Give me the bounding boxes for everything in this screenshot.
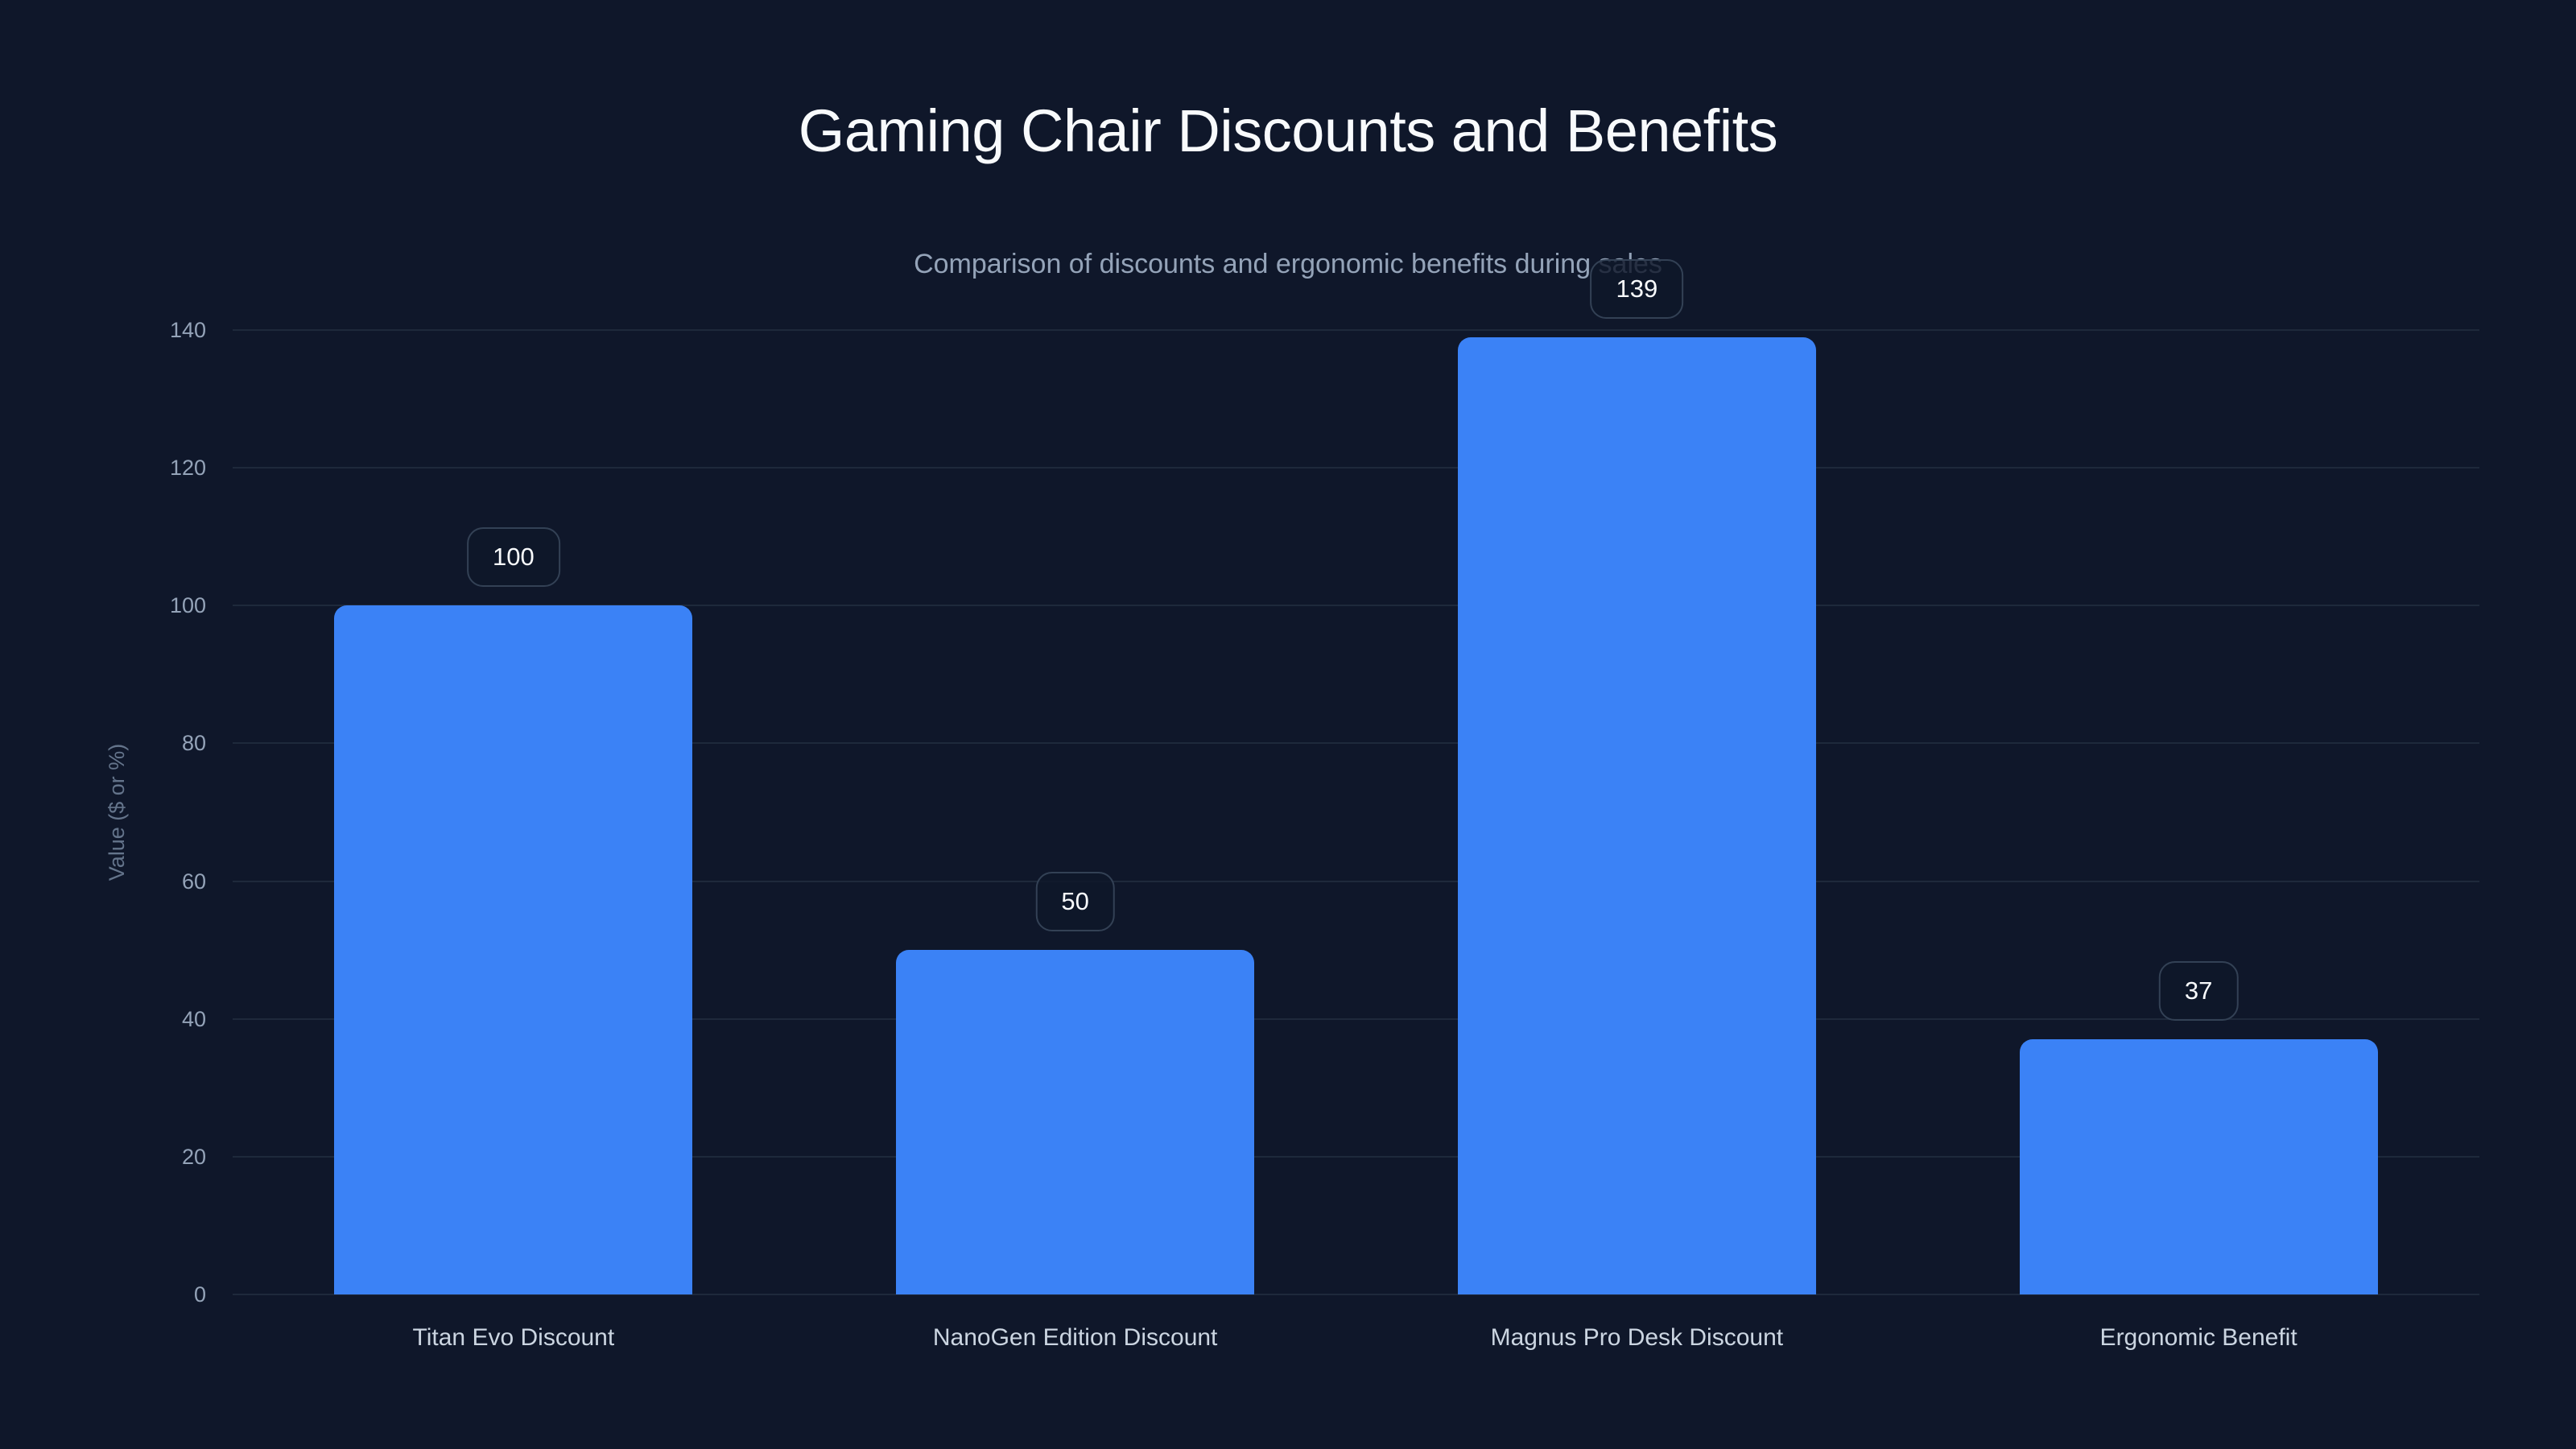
y-tick-label: 140 xyxy=(169,318,206,342)
y-tick-label: 20 xyxy=(181,1144,206,1169)
data-label-badge: 139 xyxy=(1590,258,1684,319)
gridline xyxy=(233,467,2479,469)
y-tick-label: 40 xyxy=(181,1006,206,1031)
chart-subtitle: Comparison of discounts and ergonomic be… xyxy=(914,249,1662,279)
x-category-label: Magnus Pro Desk Discount xyxy=(1490,1324,1784,1351)
bar[interactable] xyxy=(2019,1039,2378,1294)
data-label-badge: 50 xyxy=(1035,872,1115,932)
y-tick-label: 60 xyxy=(181,869,206,894)
y-axis-label: Value ($ or %) xyxy=(105,743,129,881)
y-tick-label: 100 xyxy=(169,593,206,618)
x-category-label: Titan Evo Discount xyxy=(412,1324,615,1351)
bar[interactable] xyxy=(896,950,1255,1294)
gridline xyxy=(233,329,2479,331)
gridline xyxy=(233,742,2479,745)
gridline xyxy=(233,880,2479,882)
chart-title: Gaming Chair Discounts and Benefits xyxy=(798,97,1778,164)
gridline xyxy=(233,1294,2479,1295)
y-tick-label: 120 xyxy=(169,456,206,481)
data-label-badge: 100 xyxy=(467,527,560,588)
gridline xyxy=(233,1155,2479,1158)
data-label-badge: 37 xyxy=(2158,961,2239,1022)
x-category-label: NanoGen Edition Discount xyxy=(932,1324,1218,1351)
bar[interactable] xyxy=(1457,336,1816,1294)
y-tick-label: 0 xyxy=(193,1282,206,1307)
gridline xyxy=(233,605,2479,607)
plot-area xyxy=(233,329,2479,1295)
bar[interactable] xyxy=(334,605,693,1294)
y-tick-label: 80 xyxy=(181,731,206,756)
x-category-label: Ergonomic Benefit xyxy=(2099,1324,2297,1351)
gridline xyxy=(233,1018,2479,1020)
